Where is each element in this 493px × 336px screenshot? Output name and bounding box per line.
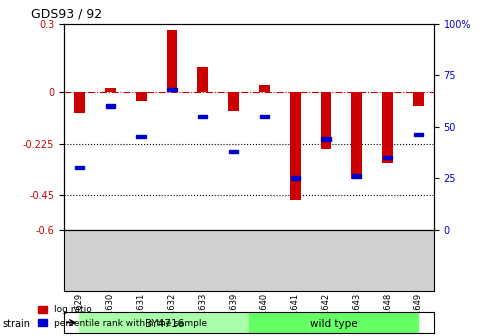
- FancyBboxPatch shape: [260, 115, 269, 118]
- FancyBboxPatch shape: [106, 104, 115, 108]
- Bar: [382, 92, 393, 163]
- FancyBboxPatch shape: [198, 115, 208, 118]
- Bar: [228, 92, 239, 111]
- Bar: [79, 312, 249, 333]
- Bar: [167, 30, 177, 92]
- FancyBboxPatch shape: [290, 176, 300, 180]
- FancyBboxPatch shape: [75, 166, 84, 169]
- Bar: [197, 67, 208, 92]
- FancyBboxPatch shape: [167, 88, 176, 91]
- Text: wild type: wild type: [310, 319, 357, 329]
- Bar: [290, 92, 301, 200]
- Text: strain: strain: [2, 319, 31, 329]
- Bar: [74, 92, 85, 113]
- Text: BY4716: BY4716: [144, 319, 184, 329]
- Bar: [259, 85, 270, 92]
- FancyBboxPatch shape: [229, 150, 238, 153]
- FancyBboxPatch shape: [137, 135, 146, 138]
- Bar: [413, 92, 424, 106]
- Bar: [352, 92, 362, 179]
- Legend: log ratio, percentile rank within the sample: log ratio, percentile rank within the sa…: [34, 302, 211, 332]
- Bar: [249, 312, 419, 333]
- FancyBboxPatch shape: [321, 137, 331, 140]
- Bar: [105, 88, 116, 92]
- Bar: [136, 92, 146, 101]
- FancyBboxPatch shape: [383, 156, 392, 159]
- FancyBboxPatch shape: [414, 133, 423, 136]
- Text: GDS93 / 92: GDS93 / 92: [31, 8, 102, 21]
- Bar: [320, 92, 331, 150]
- FancyBboxPatch shape: [352, 174, 361, 178]
